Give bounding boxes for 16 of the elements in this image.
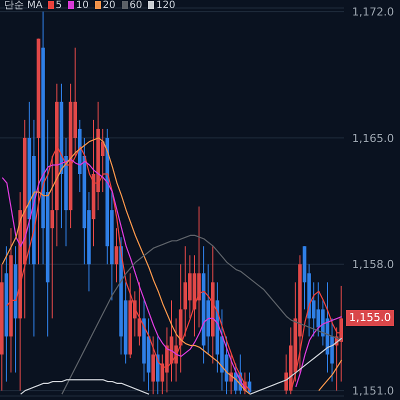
candlestick	[248, 372, 252, 395]
line-series	[61, 234, 342, 395]
legend-label: 5	[56, 0, 62, 10]
legend-label: 60	[130, 0, 142, 10]
y-tick-label: 1,158.0	[352, 258, 394, 272]
legend-label: 120	[156, 0, 176, 10]
legend-label: 20	[102, 0, 116, 10]
candlestick	[114, 228, 118, 283]
y-tick-label: 1,165.0	[352, 132, 394, 145]
text: 1,155.0	[346, 310, 394, 326]
legend-label: 10	[76, 0, 89, 10]
y-tick-label: 1,172.0	[352, 6, 394, 19]
y-tick-label: 1,151.0	[352, 384, 394, 398]
legend-title: 단순 MA	[4, 0, 43, 12]
candlestick	[138, 282, 142, 346]
candlestick	[316, 282, 320, 337]
